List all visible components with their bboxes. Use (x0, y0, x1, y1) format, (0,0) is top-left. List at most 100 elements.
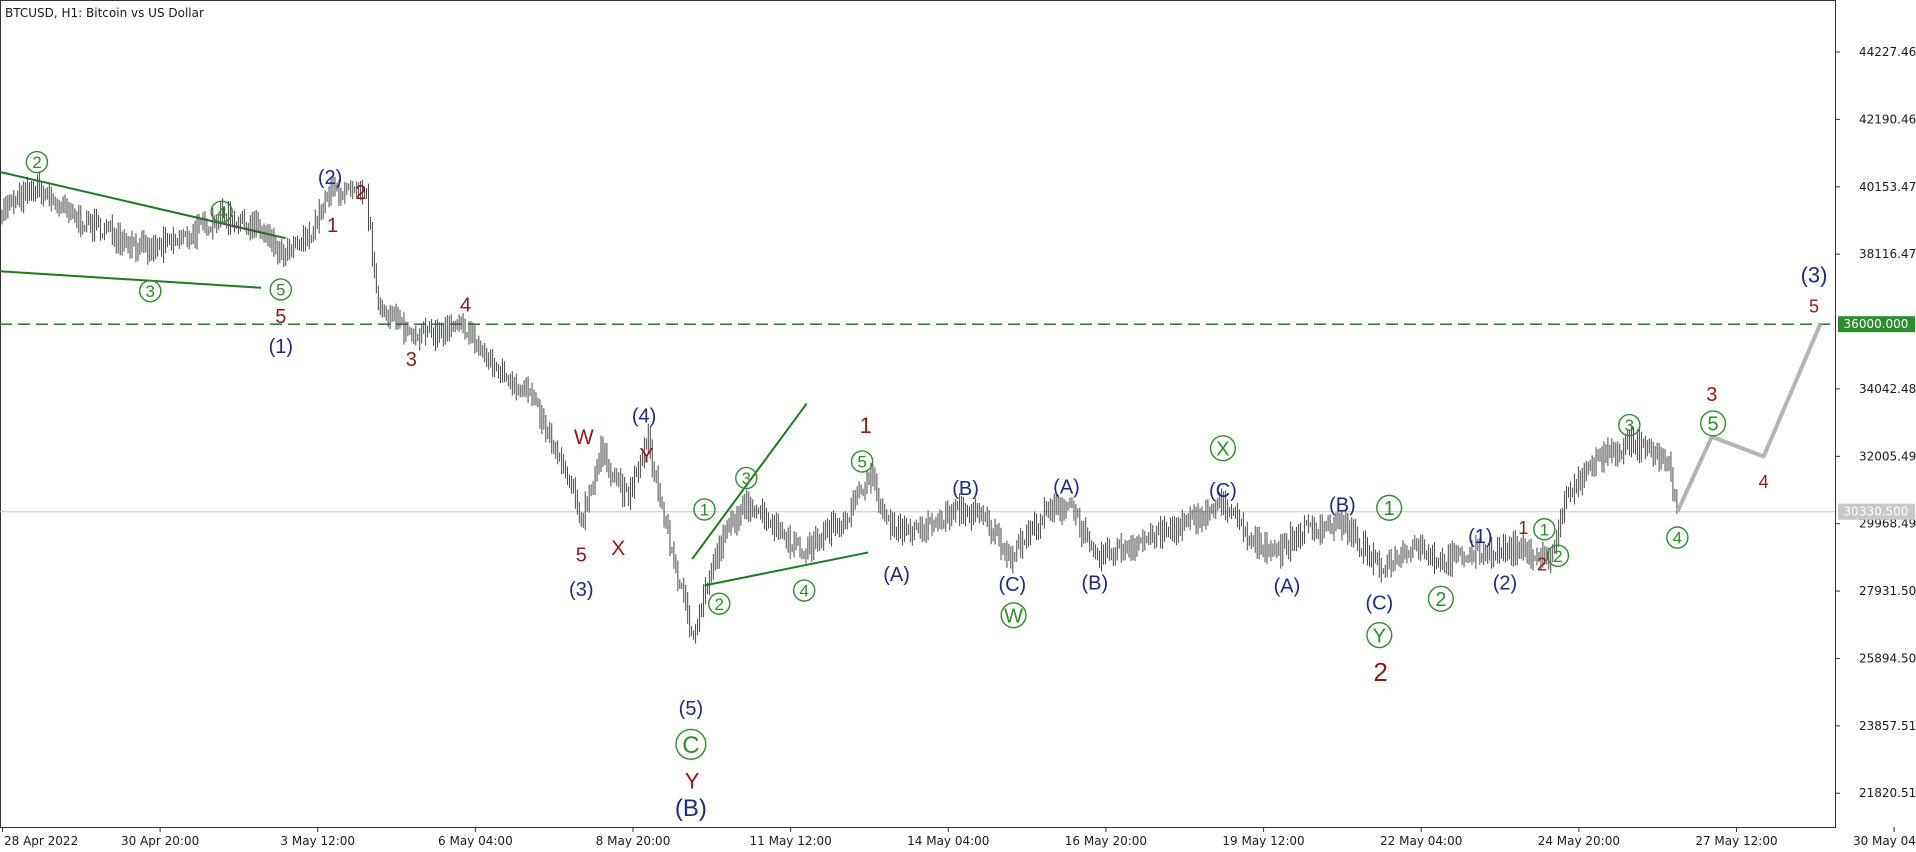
wave-circle-18 (735, 466, 758, 490)
wave-label-34: (C) (1209, 480, 1237, 502)
y-tick-label-3: 38116.475 (1859, 247, 1916, 261)
wave-label-54: 5 (1809, 296, 1819, 316)
wave-label-53: (3) (1801, 262, 1828, 287)
wave-label-35: (A) (1274, 576, 1301, 598)
wave-circle-48 (1618, 413, 1641, 437)
wave-label-12: (4) (632, 405, 656, 427)
x-tick-label-6: 14 May 04:00 (907, 834, 989, 848)
wave-label-50: 5 (1708, 414, 1719, 436)
price-bars (0, 171, 1678, 644)
wave-label-1: 4 (217, 203, 226, 222)
x-tick-label-8: 19 May 12:00 (1222, 834, 1304, 848)
wave-label-36: (B) (1329, 495, 1356, 517)
wave-label-44: 1 (1518, 518, 1528, 538)
wave-circle-47 (1546, 544, 1570, 567)
wave-label-47: 2 (1553, 547, 1562, 566)
wave-label-24: C (682, 732, 699, 759)
x-tick-label-2: 3 May 12:00 (280, 834, 355, 848)
wave-label-15: X (611, 537, 625, 560)
wave-label-17: 1 (700, 501, 709, 520)
plot-frame (0, 0, 1836, 828)
wave-circle-17 (693, 498, 716, 521)
trendline-1 (0, 270, 262, 289)
wave-label-7: 2 (355, 182, 366, 204)
wave-label-37: 1 (1384, 498, 1395, 520)
wave-label-41: 2 (1435, 589, 1446, 611)
wave-label-26: (B) (675, 795, 707, 822)
projection-path (1675, 323, 1823, 513)
wave-label-9: 4 (460, 295, 471, 317)
y-tick-label-4: 34042.485 (1859, 382, 1916, 396)
x-tick-label-1: 30 Apr 20:00 (121, 834, 199, 848)
level-price-box-0 (1838, 316, 1915, 333)
x-tick-label-9: 22 May 04:00 (1380, 834, 1462, 848)
wave-label-16: (3) (569, 579, 593, 601)
wave-label-38: (C) (1365, 592, 1393, 614)
wave-circle-30 (1000, 602, 1027, 629)
wave-circle-19 (707, 592, 731, 615)
x-tick-label-3: 6 May 04:00 (438, 834, 513, 848)
wave-label-21: 1 (860, 413, 872, 438)
y-tick-label-0: 44227.460 (1859, 45, 1916, 59)
wave-label-6: (2) (318, 167, 342, 189)
wave-circle-41 (1427, 585, 1455, 612)
wave-label-23: (5) (679, 698, 703, 720)
wave-circle-39 (1366, 622, 1393, 649)
wave-label-27: (A) (883, 564, 910, 586)
wave-circle-22 (850, 450, 874, 473)
level-price-label-1: 30330.500 (1844, 505, 1909, 519)
wave-label-31: (A) (1053, 476, 1080, 498)
trendline-2 (691, 402, 808, 560)
wave-circle-0 (25, 150, 49, 174)
wave-label-49: 3 (1706, 384, 1717, 406)
wave-label-0: 2 (32, 153, 41, 172)
x-tick-label-5: 11 May 12:00 (750, 834, 832, 848)
y-tick-label-9: 23857.510 (1859, 719, 1916, 733)
y-axis: 44227.460 42190.465 40153.470 38116.475 3404… (1835, 45, 1916, 800)
wave-label-51: 4 (1759, 472, 1769, 492)
x-tick-label-7: 16 May 20:00 (1065, 834, 1147, 848)
x-tick-label-12: 30 May 04:00 (1853, 834, 1916, 848)
level-price-box-1 (1838, 503, 1915, 520)
wave-label-4: 5 (275, 306, 286, 328)
wave-label-30: W (1004, 605, 1023, 627)
x-tick-label-4: 8 May 20:00 (596, 834, 671, 848)
wave-label-42: (1) (1468, 526, 1492, 548)
wave-circle-20 (792, 579, 816, 602)
wave-label-28: (B) (952, 478, 979, 500)
wave-circle-3 (269, 278, 293, 301)
wave-label-22: 5 (857, 453, 866, 472)
wave-label-14: 5 (576, 544, 587, 566)
wave-circle-52 (1666, 526, 1689, 549)
x-axis: 28 Apr 2022 30 Apr 20:00 3 May 12:00 6 May … (1, 827, 1916, 848)
chart-title: BTCUSD, H1: Bitcoin vs US Dollar (5, 6, 204, 20)
wave-circle-45 (1533, 518, 1556, 541)
level-price-label-0: 36000.000 (1844, 317, 1909, 331)
wave-label-2: 3 (146, 282, 155, 301)
price-bar-series (0, 171, 1678, 644)
y-tick-label-6: 29968.495 (1859, 517, 1916, 531)
wave-label-52: 4 (1673, 529, 1682, 548)
wave-label-19: 2 (714, 595, 723, 614)
trendline-3 (704, 551, 869, 587)
y-tick-label-2: 40153.470 (1859, 180, 1916, 194)
wave-label-3: 5 (276, 281, 285, 300)
wave-circle-1 (210, 200, 233, 223)
wave-label-11: W (574, 426, 594, 449)
wave-label-5: (1) (269, 336, 293, 358)
wave-circle-2 (139, 279, 162, 303)
wave-circle-33 (1209, 435, 1237, 462)
x-tick-label-11: 27 May 12:00 (1695, 834, 1777, 848)
wave-label-46: 2 (1537, 554, 1547, 574)
wave-label-25: Y (685, 769, 700, 794)
wave-label-10: 3 (406, 349, 417, 371)
wave-label-32: (B) (1082, 572, 1109, 594)
y-tick-label-1: 42190.465 (1859, 112, 1916, 126)
wave-label-13: Y (640, 444, 654, 467)
wave-circle-50 (1699, 410, 1727, 437)
x-tick-label-0: 28 Apr 2022 (4, 834, 78, 848)
wave-circle-37 (1376, 494, 1403, 521)
